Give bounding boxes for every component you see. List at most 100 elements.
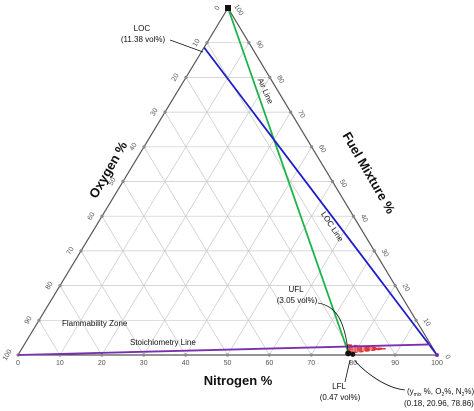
oxygen-tick: 30 [150,107,160,117]
zone-hatch [369,347,371,351]
tick-dot [268,75,272,79]
fuel-tick: 10 [421,317,431,327]
series-lines [17,7,438,356]
tick-dot [184,353,188,357]
nitrogen-tick: 20 [98,360,106,367]
ufl-annotation: UFL (3.05 vol%) [277,285,318,305]
oxygen-tick: 100 [2,348,14,362]
zone-dashed-line [346,347,386,350]
oxygen-tick: 50 [108,177,118,187]
nitrogen-tick: 30 [140,360,148,367]
oxygen-tick: 10 [192,38,202,48]
fuel-apex-marker [225,5,231,11]
gridline-nitrogen [59,42,250,356]
tick-dot [100,214,104,218]
fuel-tick: 70 [296,109,306,119]
ymix-annotation: (ymix %, O2%, N2%) [407,387,474,398]
zone-dashed-line [347,348,386,352]
ufl-leader [317,302,349,351]
tick-dot [184,75,188,79]
gridline-nitrogen [311,250,375,356]
markers [225,5,439,357]
gridline-nitrogen [394,320,417,356]
fuel-tick: 50 [338,179,348,189]
zone-hatch [378,347,381,350]
tick-labels: 0 0 0 10 10 10 20 20 20 30 30 30 40 40 40 50 50 50 60 60 60 7… [2,3,452,367]
oxygen-tick: 90 [24,315,34,325]
tick-dot [58,284,62,288]
nitrogen-tick: 100 [431,360,443,367]
gridline-nitrogen [352,285,396,356]
nitrogen-tick: 10 [56,360,64,367]
gridline-oxygen [80,250,144,356]
tick-dot [393,284,397,288]
lfl-value: (0.47 vol%) [320,393,361,402]
tick-dot [330,179,335,184]
oxygen-tick: 20 [171,72,181,82]
stoich-line-label: Stoichiometry Line [130,338,196,347]
tick-dot [310,145,314,149]
nitrogen-axis-label: Nitrogen % [204,373,273,388]
loc-annotation: LOC (11.38 vol%) [121,24,166,44]
nitrogen-tick: 60 [266,360,274,367]
fuel-tick: 90 [254,40,264,50]
nitrogen-tick: 50 [224,360,232,367]
fuel-tick: 100 [232,3,244,17]
zone-hatch [370,347,373,351]
tick-dot [351,214,355,218]
tick-dot [289,110,293,114]
nitrogen-tick: 80 [349,360,357,367]
tick-dot [372,249,376,253]
zone-hatch [377,347,380,350]
tick-dot [225,353,230,357]
tick-dot [121,179,125,184]
zone-outline [344,343,386,355]
loc-value: (11.38 vol%) [121,35,166,44]
gridline-oxygen [122,181,228,356]
ymix-leader [354,360,406,391]
oxygen-axis-label: Oxygen % [86,138,131,200]
tick-dot [247,41,251,45]
zone-dashed-line [347,348,386,351]
tick-dot [100,353,104,357]
lfl-leader [344,359,351,383]
gridline-nitrogen [227,181,333,356]
ymix-marker [350,351,356,357]
fuel-tick: 0 [443,354,451,361]
flammability-zone-label: Flammability Zone [62,319,128,328]
tick-dot [205,41,209,45]
gridline-oxygen [206,42,396,356]
gridline-nitrogen [269,216,354,356]
nitrogen-end-marker [435,353,439,357]
fuel-tick: 30 [380,248,390,258]
fuel-tick: 40 [359,213,369,223]
tick-dot [267,353,271,357]
oxygen-tick: 80 [45,281,55,291]
fuel-tick: 20 [401,283,411,293]
loc-title: LOC [134,24,151,33]
tick-dot [37,318,41,322]
fuel-axis-label: Fuel Mixture % [339,129,398,216]
fuel-tick: 80 [275,75,285,85]
loc-leader [169,39,204,53]
nitrogen-tick: 40 [182,360,190,367]
tick-dot [393,353,397,357]
ufl-value: (3.05 vol%) [277,296,318,305]
gridline-nitrogen [143,111,291,356]
gridline-oxygen [101,216,186,356]
oxygen-tick: 0 [214,5,222,12]
lfl-marker [345,350,352,357]
loc-line [203,46,438,356]
loc-line-label: LOC Line [319,210,345,244]
nitrogen-tick: 0 [16,360,20,367]
lfl-annotation: LFL (0.47 vol%) [320,382,361,402]
ymix-values: (0.18, 20.96, 78.86) [404,399,474,408]
tick-dot [163,110,167,114]
stoichiometry-line [17,343,431,356]
nitrogen-tick: 70 [307,360,315,367]
tick-dot [79,249,83,253]
tick-dot [142,353,146,357]
grid [38,42,417,356]
oxygen-tick: 40 [129,142,139,152]
